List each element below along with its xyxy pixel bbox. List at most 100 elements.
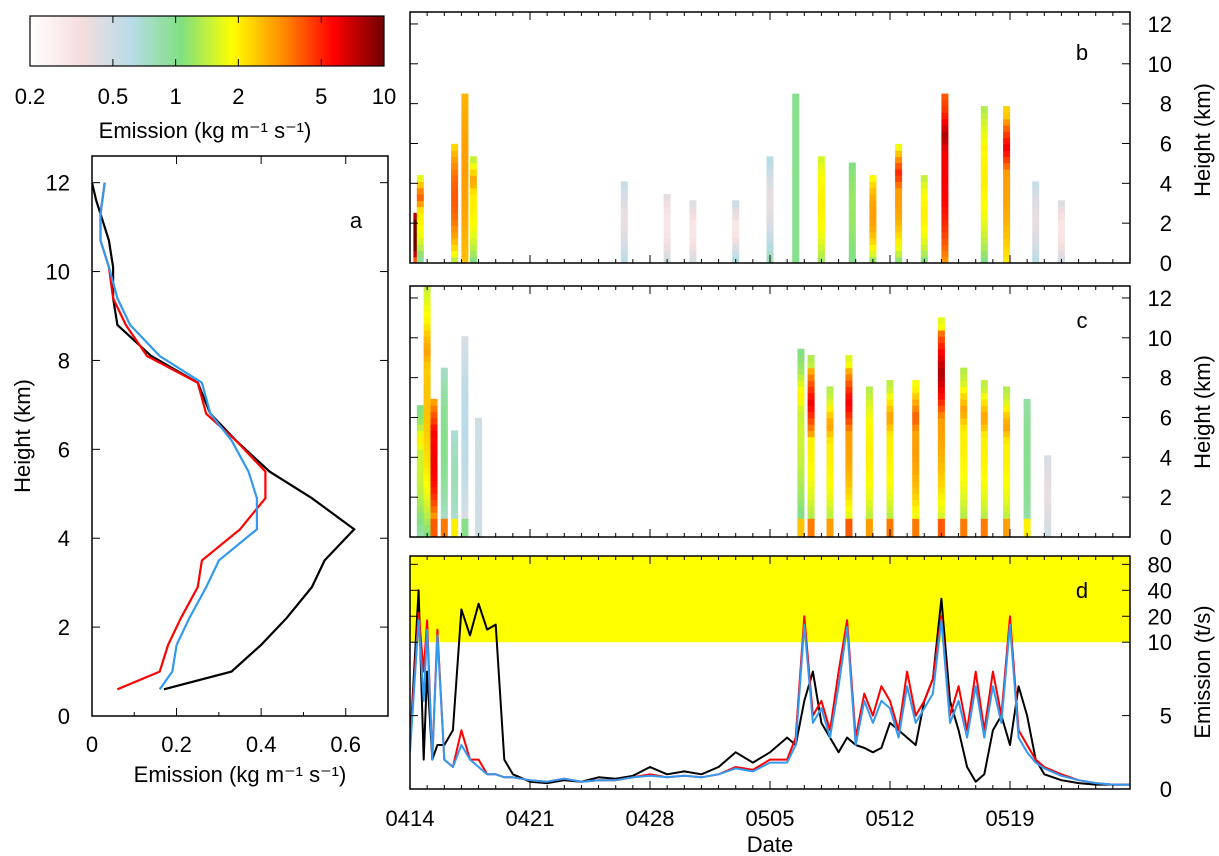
- heatmap-cell: [461, 200, 469, 208]
- heatmap-cell: [620, 244, 628, 252]
- colorbar-tick-label: 5: [315, 84, 327, 109]
- heatmap-cell: [1003, 518, 1011, 526]
- heatmap-cell: [475, 524, 483, 532]
- panel-a-ytick-label: 8: [58, 348, 70, 373]
- heatmap-cell: [960, 455, 968, 463]
- heatmap-cell: [423, 424, 431, 431]
- panel-c-ylabel: Height (km): [1190, 355, 1215, 469]
- heatmap-cell: [423, 405, 431, 413]
- heatmap-cell: [732, 212, 740, 220]
- heatmap-cell: [912, 518, 920, 526]
- heatmap-cell: [461, 486, 469, 494]
- heatmap-cell: [663, 219, 671, 226]
- colorbar-tick-label: 10: [372, 84, 396, 109]
- heatmap-cell: [937, 342, 945, 350]
- heatmap-cell: [766, 162, 774, 170]
- heatmap-cell: [416, 417, 424, 425]
- heatmap-cell: [461, 225, 469, 233]
- heatmap-cell: [1023, 417, 1031, 425]
- heatmap-cell: [797, 411, 805, 419]
- heatmap-cell: [416, 250, 424, 258]
- heatmap-cell: [1032, 244, 1040, 252]
- heatmap-cell: [423, 524, 431, 532]
- heatmap-cell: [1003, 436, 1011, 444]
- heatmap-cell: [895, 162, 903, 170]
- panel-b-ylabel: Height (km): [1190, 83, 1215, 197]
- heatmap-cell: [848, 225, 856, 233]
- heatmap-cell: [423, 304, 431, 312]
- heatmap-cell: [895, 237, 903, 245]
- heatmap-cell: [826, 486, 834, 494]
- heatmap-cell: [792, 225, 800, 233]
- heatmap-ytick-label: 6: [1160, 131, 1172, 156]
- heatmap-cell: [689, 244, 697, 252]
- heatmap-cell: [766, 156, 774, 164]
- heatmap-cell: [430, 461, 438, 469]
- heatmap-cell: [461, 194, 469, 201]
- heatmap-cell: [980, 175, 988, 182]
- heatmap-cell: [826, 468, 834, 475]
- heatmap-cell: [937, 480, 945, 488]
- heatmap-cell: [1003, 480, 1011, 488]
- heatmap-cell: [461, 206, 469, 214]
- heatmap-cell: [937, 424, 945, 431]
- heatmap-cell: [807, 411, 815, 419]
- heatmap-cell: [797, 392, 805, 400]
- heatmap-cell: [475, 480, 483, 488]
- heatmap-cell: [797, 405, 805, 413]
- heatmap-cell: [941, 187, 949, 195]
- heatmap-cell: [807, 373, 815, 381]
- heatmap-cell: [469, 156, 477, 164]
- heatmap-cell: [807, 474, 815, 482]
- heatmap-cell: [845, 398, 853, 406]
- heatmap-cell: [807, 461, 815, 469]
- heatmap-cell: [1003, 156, 1011, 164]
- heatmap-cell: [980, 118, 988, 126]
- panel-d-ytick-label: 10: [1148, 630, 1172, 655]
- heatmap-cell: [937, 386, 945, 394]
- heatmap-cell: [912, 405, 920, 413]
- heatmap-cell: [817, 225, 825, 233]
- heatmap-cell: [817, 219, 825, 226]
- heatmap-cell: [865, 474, 873, 482]
- heatmap-cell: [461, 392, 469, 400]
- heatmap-cell: [475, 474, 483, 482]
- heatmap-cell: [960, 505, 968, 513]
- heatmap-cell: [912, 398, 920, 406]
- heatmap-cell: [461, 493, 469, 500]
- heatmap-cell: [848, 212, 856, 220]
- heatmap-cell: [423, 449, 431, 456]
- heatmap-cell: [912, 386, 920, 394]
- heatmap-cell: [920, 212, 928, 220]
- heatmap-cell: [689, 231, 697, 239]
- heatmap-cell: [430, 474, 438, 482]
- heatmap-cell: [817, 181, 825, 189]
- panel-a-xtick-label: 0.6: [330, 732, 361, 757]
- panel-a-label: a: [350, 208, 363, 233]
- heatmap-cell: [440, 367, 448, 375]
- heatmap-cell: [941, 106, 949, 113]
- heatmap-cell: [663, 244, 671, 252]
- colorbar-bar: [29, 15, 385, 67]
- heatmap-cell: [937, 348, 945, 356]
- heatmap-cell: [886, 449, 894, 456]
- heatmap-cell: [1023, 480, 1031, 488]
- heatmap-cell: [886, 411, 894, 419]
- heatmap-cell: [895, 219, 903, 226]
- heatmap-cell: [440, 424, 448, 431]
- heatmap-cell: [766, 206, 774, 214]
- heatmap-cell: [620, 181, 628, 189]
- heatmap-cell: [865, 499, 873, 507]
- heatmap-cell: [1003, 398, 1011, 406]
- heatmap-cell: [937, 398, 945, 406]
- heatmap-cell: [792, 131, 800, 139]
- heatmap-cell: [461, 355, 469, 362]
- heatmap-cell: [1003, 511, 1011, 519]
- heatmap-cell: [461, 124, 469, 132]
- panel-d-series-line: [410, 589, 1130, 786]
- heatmap-cell: [980, 499, 988, 507]
- heatmap-cell: [937, 511, 945, 519]
- heatmap-cell: [1023, 474, 1031, 482]
- heatmap-cell: [826, 398, 834, 406]
- heatmap-cell: [826, 493, 834, 500]
